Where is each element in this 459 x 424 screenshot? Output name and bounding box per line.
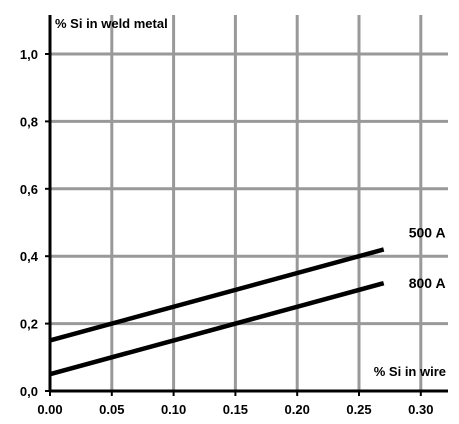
- x-tick-label: 0.15: [223, 402, 248, 417]
- y-tick-label: 0,2: [20, 317, 38, 332]
- series-line: [49, 247, 385, 343]
- y-axis-title: % Si in weld metal: [55, 16, 168, 31]
- series-labels: 500 A 800 A: [409, 224, 446, 291]
- y-tick-label: 1,0: [20, 47, 38, 62]
- axes: [45, 15, 448, 396]
- x-tick-label: 0.25: [346, 402, 371, 417]
- y-tick-label: 0,6: [20, 182, 38, 197]
- x-tick-label: 0.00: [37, 402, 62, 417]
- series-label: 800 A: [409, 275, 446, 291]
- x-tick-label: 0.10: [161, 402, 186, 417]
- y-tick-labels: 0,0 0,2 0,4 0,6 0,8 1,0: [20, 47, 39, 399]
- x-tick-label: 0.05: [99, 402, 124, 417]
- x-tick-label: 0.20: [285, 402, 310, 417]
- y-tick-label: 0,8: [20, 114, 38, 129]
- y-tick-label: 0,4: [20, 249, 39, 264]
- grid-lines: [50, 15, 448, 391]
- x-tick-labels: 0.00 0.05 0.10 0.15 0.20 0.25 0.30: [37, 402, 433, 417]
- series-line: [49, 280, 385, 377]
- x-axis-title: % Si in wire: [374, 364, 446, 379]
- x-tick-label: 0.30: [408, 402, 433, 417]
- y-tick-label: 0,0: [20, 384, 38, 399]
- series-lines: [49, 247, 385, 377]
- series-label: 500 A: [409, 224, 446, 240]
